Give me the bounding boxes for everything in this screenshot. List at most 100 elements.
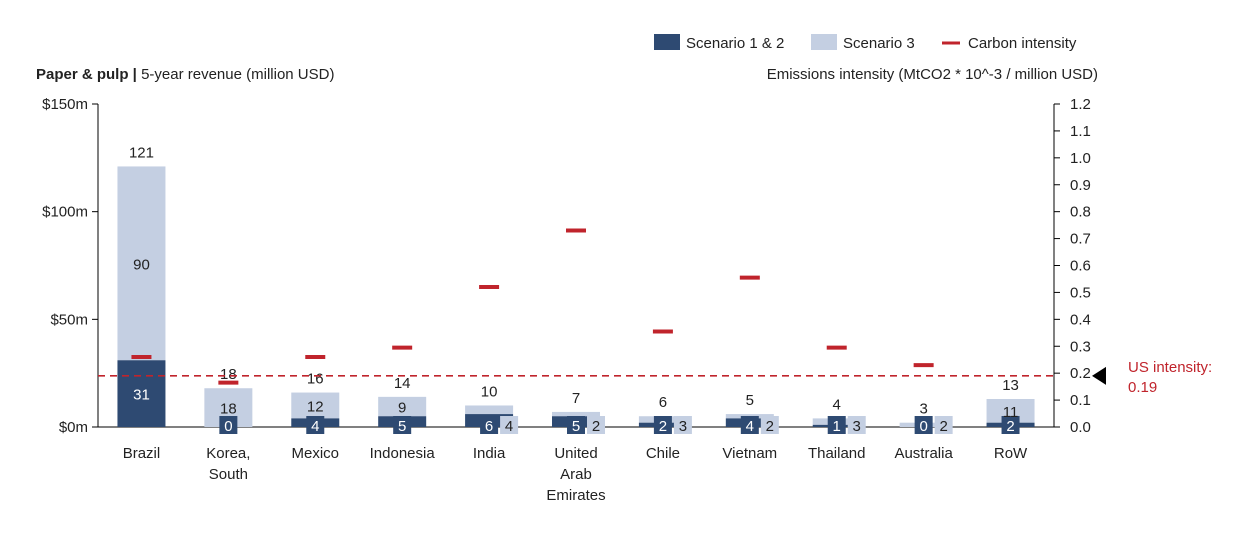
value-label-s12-box [740,416,759,434]
total-label: 6 [659,394,667,411]
legend-label-s12: Scenario 1 & 2 [686,35,784,52]
category-labels: Brazil Korea, South Mexico Indonesia India Uni… [123,445,1028,504]
value-label-s3: 3 [679,418,687,435]
left-axis-tick-label: $50m [50,311,88,328]
category-label: Chile [646,445,680,462]
value-label-s12: 2 [1006,418,1014,435]
category-label: United [554,445,597,462]
value-label-s3-box [673,416,692,434]
total-label: 5 [746,392,754,409]
total-label: 10 [481,383,498,400]
legend: Scenario 1 & 2 Scenario 3 Carbon intensi… [654,34,1077,52]
legend-label-s3: Scenario 3 [843,35,915,52]
category-label: Indonesia [370,445,436,462]
right-axis-title: Emissions intensity (MtCO2 * 10^-3 / mil… [767,66,1098,83]
legend-swatch-s12 [654,34,680,50]
axes: $0m $50m $100m $150m 0.0 0.1 0.2 0.3 0.4 0.5 0.6 0.… [42,96,1091,436]
category-label: Australia [894,445,953,462]
right-axis-tick-label: 0.5 [1070,284,1091,301]
right-axis-tick-label: 0.4 [1070,311,1091,328]
value-label-s12: 0 [919,418,927,435]
reference-line-group: US intensity: 0.19 [98,359,1212,396]
value-label-s12-box [827,416,846,434]
right-axis-tick-label: 0.0 [1070,419,1091,436]
left-axis-tick-label: $150m [42,96,88,113]
value-label-s12: 6 [485,418,493,435]
bar-scenario-3 [465,405,514,415]
value-label-s12: 5 [572,418,580,435]
category-label: Thailand [808,445,866,462]
chart-title-bold: Paper & pulp [36,66,129,83]
legend-label-ci: Carbon intensity [968,35,1077,52]
chart-title-rest: 5-year revenue (million USD) [141,66,334,83]
right-axis-tick-label: 0.3 [1070,338,1091,355]
total-label: 13 [1002,377,1019,394]
total-label: 121 [129,144,154,161]
value-label-s3-box [587,416,605,434]
value-label-s3: 12 [307,398,324,415]
right-axis-tick-label: 0.7 [1070,231,1091,248]
left-axis-tick-label: $100m [42,204,88,221]
right-axis-tick-label: 1.0 [1070,150,1091,167]
value-label-s12: 1 [833,418,841,435]
bar-scenario-1-2 [117,360,166,427]
category-label: India [473,445,506,462]
total-label: 7 [572,390,580,407]
legend-swatch-s3 [811,34,837,50]
chart-title: Paper & pulp | 5-year revenue (million U… [36,66,334,83]
value-label-s3: 2 [766,418,774,435]
value-label-s12-box [306,416,325,434]
bar-scenario-3 [552,411,600,417]
us-intensity-pointer-icon [1092,366,1106,385]
bar-scenario-3 [986,399,1035,423]
total-label: 16 [307,371,324,388]
value-label-s3: 90 [133,256,150,273]
value-label-s3: 11 [1003,404,1019,421]
right-axis-tick-label: 0.6 [1070,258,1091,275]
value-label-s12: 4 [746,418,754,435]
category-label: Mexico [292,445,340,462]
value-label-s3: 4 [505,418,513,435]
value-label-s3-box [760,416,779,434]
bar-scenario-3 [117,166,166,361]
value-label-s12: 4 [311,418,319,435]
us-intensity-label: US intensity: [1128,359,1212,376]
value-label-s12-box [219,416,238,434]
right-axis-tick-label: 0.2 [1070,365,1091,382]
right-axis-tick-label: 0.1 [1070,392,1091,409]
value-label-s12-box [914,416,933,434]
right-axis-tick-label: 0.9 [1070,177,1091,194]
value-label-s12-box [480,416,499,434]
value-label-s3: 2 [592,418,600,435]
value-label-s12-box [1001,416,1020,434]
bar-scenario-3 [378,396,427,417]
category-label: Emirates [546,487,605,504]
value-label-s12: 0 [224,418,232,435]
category-label: Brazil [123,445,161,462]
value-label-s3-box [847,416,866,434]
category-label: Korea, [206,445,250,462]
value-label-s12-box [393,416,412,434]
total-label: 14 [394,375,411,392]
category-label: RoW [994,445,1028,462]
right-axis-tick-label: 0.8 [1070,204,1091,221]
value-label-s12-box [567,416,585,434]
total-label: 3 [919,401,927,418]
value-label-s12: 5 [398,418,406,435]
value-label-s12: 2 [659,418,667,435]
value-label-s3: 18 [220,401,237,418]
right-axis-tick-label: 1.2 [1070,96,1091,113]
us-intensity-value: 0.19 [1128,379,1157,396]
category-label: Vietnam [722,445,777,462]
right-axis-tick-label: 1.1 [1070,123,1091,140]
carbon-intensity-marks [131,228,934,385]
value-label-s3-box [500,416,519,434]
bar-scenario-3 [291,392,340,419]
total-label: 4 [833,396,841,413]
total-label: 18 [220,366,237,383]
value-label-s3: 3 [853,418,861,435]
category-label: Arab [560,466,592,483]
category-label: South [209,466,248,483]
